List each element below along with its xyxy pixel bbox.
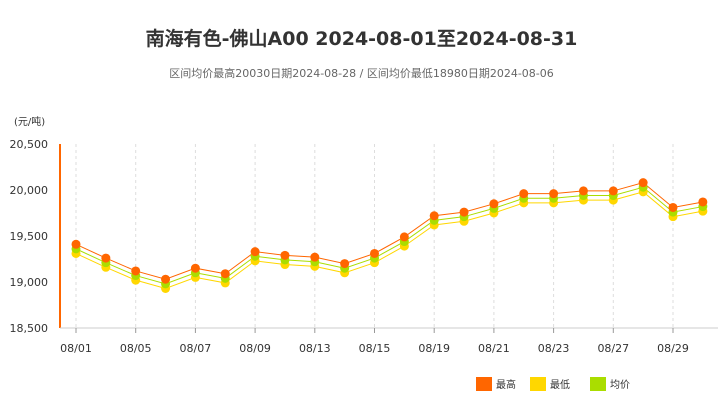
legend-label: 最高 xyxy=(496,378,516,391)
data-point xyxy=(310,252,320,262)
data-point xyxy=(71,239,81,249)
data-point xyxy=(399,232,409,242)
legend-swatch xyxy=(530,377,546,391)
y-tick-label: 19,500 xyxy=(10,230,49,243)
x-tick-label: 08/15 xyxy=(359,342,391,355)
data-point xyxy=(250,247,260,257)
data-point xyxy=(101,253,111,263)
data-point xyxy=(638,178,648,188)
y-tick-label: 18,500 xyxy=(10,322,49,335)
x-tick-label: 08/21 xyxy=(478,342,510,355)
legend-label: 均价 xyxy=(610,379,630,391)
y-axis-label: (元/吨) xyxy=(14,115,45,128)
data-point xyxy=(668,202,678,212)
x-tick-label: 08/01 xyxy=(60,342,92,355)
series-line-1 xyxy=(75,191,703,289)
series-line-0 xyxy=(75,182,703,280)
data-point xyxy=(220,269,230,279)
y-tick-label: 19,000 xyxy=(10,276,49,289)
data-point xyxy=(161,274,171,284)
x-tick-label: 08/23 xyxy=(538,342,570,355)
x-tick-label: 08/13 xyxy=(299,342,331,355)
chart-title: 南海有色-佛山A00 2024-08-01至2024-08-31 xyxy=(145,28,578,50)
legend-swatch xyxy=(590,377,606,391)
x-tick-label: 08/09 xyxy=(239,342,271,355)
x-tick-label: 08/27 xyxy=(597,342,629,355)
series-line-2 xyxy=(75,186,703,285)
data-point xyxy=(190,263,200,273)
data-point xyxy=(459,207,469,217)
data-point xyxy=(519,189,529,199)
data-point xyxy=(280,250,290,260)
data-point xyxy=(340,259,350,269)
legend-swatch xyxy=(476,377,492,391)
data-point xyxy=(549,189,559,199)
data-point xyxy=(489,199,499,209)
data-point xyxy=(429,211,439,221)
x-tick-label: 08/07 xyxy=(180,342,212,355)
data-point xyxy=(370,248,379,258)
x-tick-label: 08/05 xyxy=(120,342,152,355)
data-point xyxy=(698,197,708,207)
data-point xyxy=(608,186,618,196)
legend-label: 最低 xyxy=(550,378,570,391)
chart-subtitle: 区间均价最高20030日期2024-08-28 / 区间均价最低18980日期2… xyxy=(169,67,554,80)
y-tick-label: 20,500 xyxy=(10,138,49,151)
x-tick-label: 08/29 xyxy=(657,342,689,355)
data-point xyxy=(131,266,141,276)
x-tick-label: 08/19 xyxy=(418,342,450,355)
data-point xyxy=(578,186,588,196)
y-tick-label: 20,000 xyxy=(10,184,49,197)
